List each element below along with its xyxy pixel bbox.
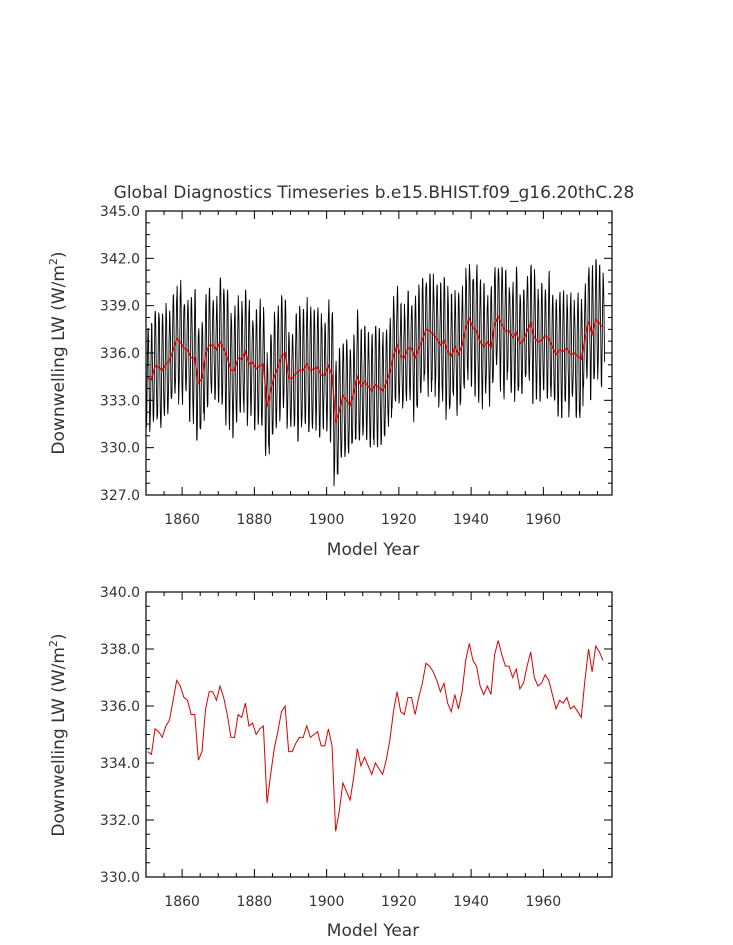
top-y-tick-label: 333.0: [100, 393, 140, 409]
top-tick-marks: [145, 210, 612, 496]
top-y-tick-label: 345.0: [100, 204, 140, 220]
top-y-tick-label: 330.0: [100, 441, 140, 457]
top-y-tick-label: 339.0: [100, 299, 140, 315]
top-x-tick-labels: 1860 1880 1900 1920 1940 1960: [164, 512, 561, 528]
top-x-axis-label: Model Year: [327, 540, 419, 560]
monthly-series-group: [145, 259, 606, 487]
top-x-tick-label: 1960: [526, 512, 562, 528]
bottom-y-tick-label: 340.0: [100, 585, 140, 601]
top-x-tick-label: 1940: [453, 512, 489, 528]
bottom-x-tick-label: 1900: [309, 894, 345, 910]
bottom-y-tick-label: 332.0: [100, 813, 140, 829]
annual-series-line-bottom: [147, 640, 604, 832]
top-y-tick-labels: 327.0 330.0 333.0 336.0 339.0 342.0 345.0: [100, 204, 140, 504]
top-x-tick-label: 1920: [381, 512, 417, 528]
bottom-y-tick-label: 330.0: [100, 870, 140, 886]
top-y-tick-label: 327.0: [100, 488, 140, 504]
top-x-tick-label: 1880: [237, 512, 273, 528]
bottom-plot-frame: [145, 591, 613, 878]
bottom-y-tick-label: 334.0: [100, 756, 140, 772]
bottom-y-tick-label: 338.0: [100, 642, 140, 658]
top-panel: Global Diagnostics Timeseries b.e15.BHIS…: [47, 183, 634, 560]
chart-title: Global Diagnostics Timeseries b.e15.BHIS…: [114, 183, 635, 203]
bottom-tick-marks: [145, 591, 612, 878]
bottom-panel: 1860 1880 1900 1920 1940 1960 330.0 332.0 334.0…: [47, 585, 613, 941]
bottom-x-tick-label: 1860: [164, 894, 200, 910]
bottom-y-axis-label: Downwelling LW (W/m2): [47, 633, 69, 836]
annual-series-line-top: [147, 315, 604, 423]
bottom-x-tick-label: 1880: [237, 894, 273, 910]
top-y-axis-label: Downwelling LW (W/m2): [47, 251, 69, 454]
bottom-x-tick-labels: 1860 1880 1900 1920 1940 1960: [164, 894, 561, 910]
top-y-tick-label: 336.0: [100, 346, 140, 362]
bottom-x-axis-label: Model Year: [327, 921, 419, 941]
bottom-y-tick-labels: 330.0 332.0 334.0 336.0 338.0 340.0: [100, 585, 140, 886]
bottom-y-tick-label: 336.0: [100, 699, 140, 715]
top-x-tick-label: 1900: [309, 512, 345, 528]
annual-series-group: [147, 315, 604, 423]
bottom-x-tick-label: 1920: [381, 894, 417, 910]
top-y-tick-label: 342.0: [100, 251, 140, 267]
annual-series-group-bottom: [147, 640, 604, 832]
monthly-series-line: [145, 259, 606, 487]
bottom-x-tick-label: 1960: [526, 894, 562, 910]
bottom-x-tick-label: 1940: [453, 894, 489, 910]
top-x-tick-label: 1860: [164, 512, 200, 528]
